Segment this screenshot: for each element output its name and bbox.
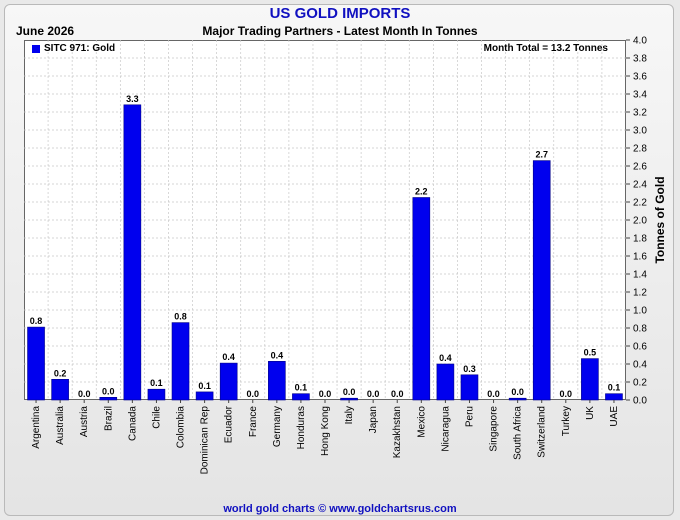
y-tick-label: 0.6 [633, 342, 647, 353]
y-tick-label: 3.6 [633, 72, 647, 83]
x-tick-label: Nicaragua [440, 406, 451, 452]
legend-label: SITC 971: Gold [44, 43, 116, 54]
data-label: 0.1 [150, 378, 163, 388]
data-label: 3.3 [126, 94, 139, 104]
bar [581, 358, 599, 401]
data-label: 0.0 [78, 389, 91, 399]
y-tick-label: 0.4 [633, 360, 647, 371]
y-tick-label: 2.6 [633, 162, 647, 173]
y-tick-label: 1.2 [633, 288, 647, 299]
x-tick-label: Japan [368, 406, 379, 433]
y-tick-label: 3.0 [633, 126, 647, 137]
bar [123, 104, 142, 401]
y-tick-label: 3.4 [633, 90, 647, 101]
data-label: 0.0 [487, 389, 500, 399]
x-tick-label: Honduras [296, 406, 307, 449]
y-tick-label: 1.8 [633, 234, 647, 245]
data-label: 0.4 [271, 350, 284, 360]
x-tick-label: UK [585, 406, 596, 420]
bar [460, 374, 479, 401]
x-tick-label: Hong Kong [320, 406, 331, 456]
chart-title: US GOLD IMPORTS [269, 5, 411, 22]
data-label: 0.8 [30, 316, 43, 326]
x-tick-label: Chile [151, 406, 162, 429]
bar [219, 362, 238, 401]
date-label: June 2026 [16, 24, 75, 38]
y-tick-label: 2.4 [633, 180, 647, 191]
y-tick-label: 4.0 [633, 36, 647, 47]
bar [605, 393, 623, 401]
bar [532, 160, 551, 401]
x-tick-label: Australia [55, 406, 66, 445]
data-label: 0.0 [247, 389, 260, 399]
y-tick-label: 2.8 [633, 144, 647, 155]
x-tick-label: Colombia [176, 406, 187, 449]
data-label: 0.0 [319, 389, 332, 399]
x-tick-label: Mexico [416, 406, 427, 438]
data-label: 0.0 [391, 389, 404, 399]
bar [292, 393, 310, 401]
footer-credit: world gold charts © www.goldchartsrus.co… [223, 503, 457, 515]
data-label: 0.1 [198, 381, 211, 391]
bar [51, 378, 69, 401]
y-tick-label: 0.2 [633, 378, 647, 389]
y-tick-label: 0.8 [633, 324, 647, 335]
data-label: 2.2 [415, 187, 428, 197]
y-tick-label: 3.8 [633, 54, 647, 65]
x-tick-label: UAE [609, 406, 620, 427]
bar [171, 322, 190, 401]
data-label: 2.7 [535, 150, 548, 160]
x-tick-label: Switzerland [537, 406, 548, 458]
data-label: 0.2 [54, 368, 67, 378]
bar [268, 360, 286, 401]
bar [99, 396, 118, 401]
y-tick-label: 2.2 [633, 198, 647, 209]
x-tick-label: Dominican Rep [200, 406, 211, 475]
x-tick-label: Argentina [31, 406, 42, 449]
x-tick-label: Germany [272, 406, 283, 447]
data-label: 0.8 [174, 312, 187, 322]
data-label: 0.0 [102, 386, 115, 396]
y-tick-label: 3.2 [633, 108, 647, 119]
bar [27, 326, 45, 401]
x-tick-label: Kazakhstan [392, 406, 403, 458]
data-label: 0.3 [463, 364, 476, 374]
month-total: Month Total = 13.2 Tonnes [483, 43, 608, 54]
bar [508, 397, 527, 401]
data-label: 0.0 [343, 387, 356, 397]
y-tick-label: 1.6 [633, 252, 647, 263]
data-label: 0.0 [511, 387, 524, 397]
chart-subtitle: Major Trading Partners - Latest Month In… [202, 24, 478, 38]
bar [436, 363, 455, 401]
data-label: 0.1 [295, 383, 308, 393]
legend: SITC 971: Gold [32, 43, 115, 54]
x-tick-label: Turkey [561, 406, 572, 436]
data-label: 0.4 [439, 353, 452, 363]
x-tick-label: Brazil [103, 406, 114, 431]
x-tick-label: Ecuador [224, 405, 235, 443]
x-tick-label: Canada [127, 406, 138, 441]
bar [340, 397, 358, 401]
bar [147, 388, 166, 401]
x-tick-label: South Africa [513, 406, 524, 460]
x-tick-label: Italy [344, 406, 355, 424]
data-label: 0.0 [367, 389, 380, 399]
x-tick-label: Austria [79, 406, 90, 438]
y-tick-label: 0.0 [633, 396, 647, 407]
data-label: 0.1 [608, 383, 621, 393]
x-tick-label: Peru [464, 406, 475, 427]
x-tick-label: France [248, 406, 259, 438]
x-tick-label: Singapore [489, 406, 500, 452]
data-label: 0.4 [222, 352, 235, 362]
y-tick-label: 1.4 [633, 270, 647, 281]
bar [412, 197, 431, 401]
bar [195, 391, 214, 401]
y-tick-label: 1.0 [633, 306, 647, 317]
data-label: 0.0 [560, 389, 573, 399]
y-axis-title: Tonnes of Gold [653, 176, 667, 264]
y-tick-label: 2.0 [633, 216, 647, 227]
legend-swatch [32, 44, 40, 53]
data-label: 0.5 [584, 348, 597, 358]
